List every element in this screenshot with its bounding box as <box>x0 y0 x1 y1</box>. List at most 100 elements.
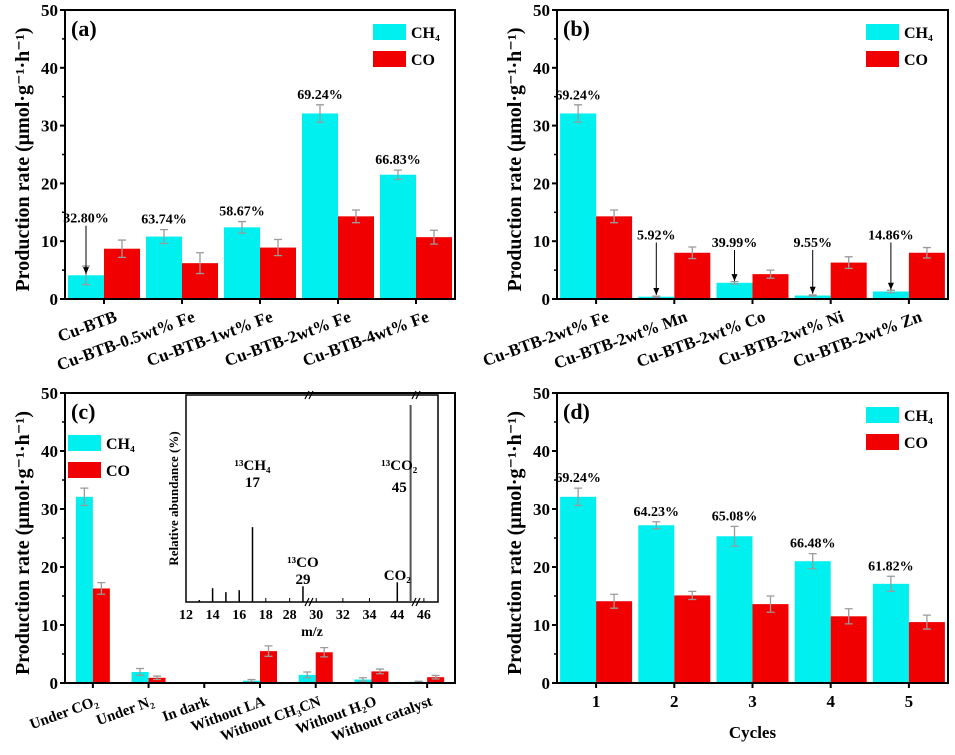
x-tick-label: Under CO₂ <box>28 694 101 734</box>
co-bar <box>596 601 633 683</box>
peak-species-label: ¹³CH₄ <box>235 458 271 474</box>
error-bar <box>610 593 619 609</box>
y-tick-label: 40 <box>41 442 58 461</box>
x-tick-label: Under N₂ <box>94 694 156 730</box>
y-tick-label: 40 <box>41 59 58 78</box>
panel-c: 0 10 20 30 40 50 Production rate (μmol·g⁻¹·h⁻¹… <box>12 384 456 745</box>
arrow-head <box>887 282 894 290</box>
error-bar <box>808 553 817 570</box>
y-tick-label: 30 <box>533 500 550 519</box>
error-bar <box>358 677 367 682</box>
error-bar <box>688 246 697 260</box>
ch4-bar <box>131 671 149 683</box>
y-tick-label: 0 <box>50 290 59 309</box>
percentage-label: 69.24% <box>555 471 601 486</box>
percentage-label: 5.92% <box>637 228 676 243</box>
peak-mz-label: 17 <box>245 475 261 491</box>
co-bar <box>427 677 445 683</box>
legend-label-ch4: CH₄ <box>106 436 135 453</box>
inset-x-tick-label: 12 <box>179 608 193 623</box>
ch4-bar <box>638 525 675 683</box>
error-bar <box>160 228 168 245</box>
legend-label-co: CO <box>106 463 130 480</box>
inset-x-tick-label: 14 <box>206 608 220 623</box>
ch4-bar <box>716 282 753 299</box>
inset-x-tick-label: 16 <box>232 608 246 623</box>
legend-swatch-co <box>373 51 406 67</box>
ch4-bar <box>68 275 104 299</box>
percentage-label: 14.86% <box>868 228 914 243</box>
error-bar <box>844 608 853 625</box>
panel-label: (d) <box>563 399 590 424</box>
error-bar <box>136 667 145 677</box>
error-bar <box>153 675 162 681</box>
error-bar <box>316 104 324 123</box>
legend-swatch-ch4 <box>68 435 101 451</box>
percentage-label: 66.83% <box>375 153 421 168</box>
peak-species-label: ¹³CO <box>287 555 319 571</box>
error-bar <box>688 590 697 601</box>
ch4-bar <box>716 536 753 683</box>
error-bar <box>886 575 895 593</box>
percentage-label: 58.67% <box>219 205 265 220</box>
arrow-head <box>809 286 816 294</box>
percentage-label: 61.82% <box>868 559 914 574</box>
arrow-head <box>653 287 660 295</box>
peak-mz-label: 45 <box>392 480 407 496</box>
y-tick-label: 50 <box>533 1 550 20</box>
panel-d: 69.24% 64.23% 65.08% 66.48% 61.82% 0 10 20 30 40 5… <box>504 384 949 742</box>
error-bar <box>238 220 246 234</box>
y-tick-label: 20 <box>41 558 58 577</box>
y-tick-label: 30 <box>41 500 58 519</box>
co-bar <box>260 651 277 683</box>
error-bar <box>352 209 360 224</box>
inset-frame <box>185 394 439 603</box>
error-bar <box>431 674 440 680</box>
y-tick-label: 30 <box>533 117 550 136</box>
y-tick-label: 50 <box>533 384 550 403</box>
co-bar <box>752 604 789 683</box>
ch4-bar <box>75 496 93 683</box>
error-bar <box>196 252 204 275</box>
arrow-head <box>83 267 89 275</box>
panel-label: (b) <box>563 16 590 41</box>
inset-y-axis-title: Relative abundance (%) <box>166 431 181 565</box>
y-tick-label: 10 <box>41 616 58 635</box>
percentage-label: 32.80% <box>63 212 109 227</box>
legend-swatch-ch4 <box>373 24 406 40</box>
x-tick-label: 4 <box>826 692 835 711</box>
legend-swatch-co <box>866 434 899 450</box>
legend-swatch-ch4 <box>866 24 899 40</box>
x-tick-label: 5 <box>905 692 914 711</box>
co-bar <box>908 252 945 299</box>
x-tick-label: Cu-BTB-2wt% Fe <box>480 307 612 370</box>
ch4-bar <box>872 291 909 299</box>
peak-species-label: CO₂ <box>384 568 412 584</box>
ch4-bar <box>560 113 597 299</box>
y-tick-label: 20 <box>41 174 58 193</box>
legend-label-co: CO <box>904 435 928 452</box>
legend-label-co: CO <box>411 52 435 69</box>
co-bar <box>416 237 452 299</box>
error-bar <box>574 104 583 123</box>
y-tick-label: 10 <box>41 232 58 251</box>
error-bar <box>303 671 312 679</box>
legend-label-ch4: CH₄ <box>904 408 933 425</box>
error-bar <box>886 289 895 294</box>
panel-label: (c) <box>71 399 95 424</box>
co-bar <box>371 671 389 683</box>
ch4-bar <box>302 113 338 299</box>
error-bar <box>766 269 775 279</box>
arrow-head <box>731 274 738 282</box>
error-bar <box>118 239 126 259</box>
y-tick-label: 30 <box>41 117 58 136</box>
inset-x-tick-label: 46 <box>417 608 431 623</box>
panel-a: 32.80% 63.74% 58.67% 69.24% 66.83% 0 10 20 30 40 5… <box>12 1 456 375</box>
percentage-label: 69.24% <box>297 88 343 103</box>
y-tick-label: 0 <box>542 290 551 309</box>
x-tick-label: 3 <box>748 692 757 711</box>
inset-x-tick-label: 34 <box>362 608 376 623</box>
peak-mz-label: 29 <box>295 572 310 588</box>
x-axis-title: Cycles <box>729 723 777 742</box>
